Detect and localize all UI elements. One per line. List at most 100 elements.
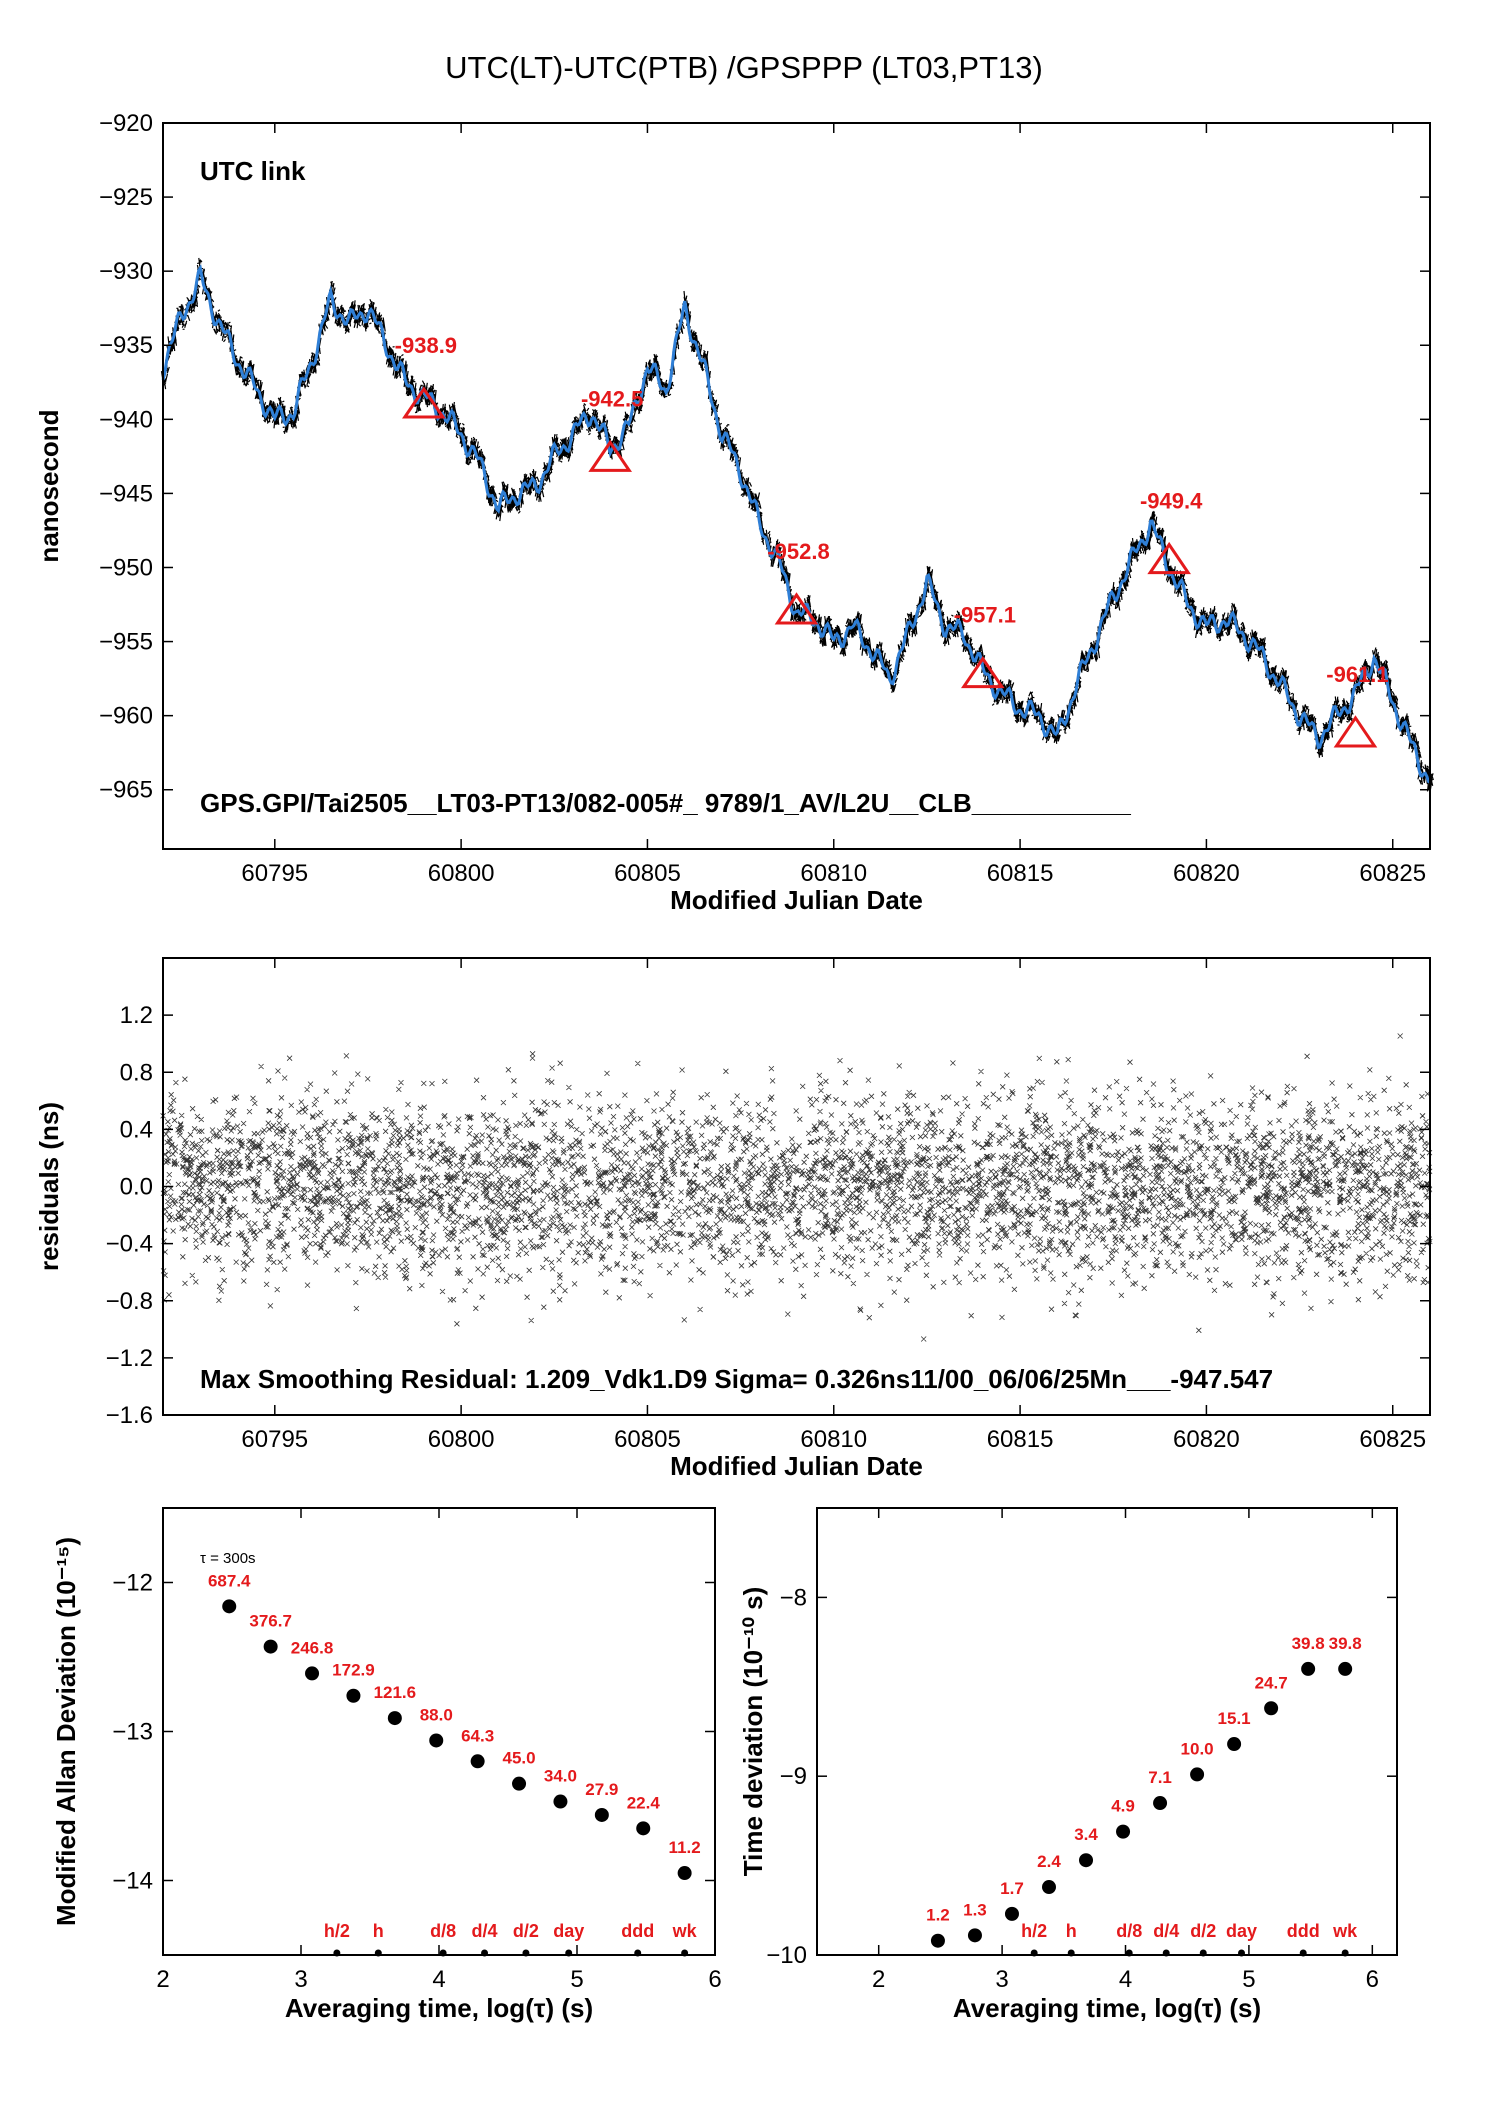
x-tick-label: 60795 xyxy=(241,1426,308,1453)
deviation-point xyxy=(677,1866,692,1881)
y-axis-label: residuals (ns) xyxy=(34,1102,64,1271)
y-tick-label: −9 xyxy=(780,1763,807,1790)
reference-label: d/8 xyxy=(430,1921,456,1941)
reference-tick-dot xyxy=(1238,1949,1246,1957)
point-label: 39.8 xyxy=(1292,1634,1325,1653)
y-tick-label: −950 xyxy=(99,554,153,581)
deviation-point xyxy=(1301,1661,1316,1676)
reference-tick-dot xyxy=(681,1949,689,1957)
reference-label: d/8 xyxy=(1116,1921,1142,1941)
point-label: 34.0 xyxy=(544,1767,577,1786)
x-tick-label: 60795 xyxy=(241,860,308,887)
x-tick-label: 60825 xyxy=(1359,1426,1426,1453)
x-axis-label: Modified Julian Date xyxy=(670,1451,923,1481)
y-tick-label: 0.8 xyxy=(120,1059,153,1086)
x-tick-label: 60800 xyxy=(428,1426,495,1453)
x-tick-label: 4 xyxy=(1119,1966,1132,1993)
point-label: 1.3 xyxy=(963,1900,987,1919)
point-label: 64.3 xyxy=(461,1726,494,1745)
reference-tick-dot xyxy=(522,1949,530,1957)
y-axis-label: Time deviation (10⁻¹⁰ s) xyxy=(738,1587,768,1877)
deviation-point xyxy=(930,1933,945,1948)
reference-tick-dot xyxy=(1030,1949,1038,1957)
reference-tick-dot xyxy=(1299,1949,1307,1957)
point-label: 1.2 xyxy=(926,1906,950,1925)
y-tick-label: 1.2 xyxy=(120,1002,153,1029)
point-label: 45.0 xyxy=(502,1749,535,1768)
marker-label: -942.5 xyxy=(581,386,643,411)
deviation-point xyxy=(1190,1767,1205,1782)
x-tick-label: 60810 xyxy=(800,1426,867,1453)
reference-label: d/4 xyxy=(472,1921,498,1941)
x-tick-label: 60815 xyxy=(987,860,1054,887)
point-label: 246.8 xyxy=(291,1638,334,1657)
raw-measurements xyxy=(160,257,1434,792)
y-tick-label: −0.8 xyxy=(106,1288,153,1315)
x-tick-label: 3 xyxy=(995,1966,1008,1993)
reference-label: wk xyxy=(1332,1921,1358,1941)
reference-label: h xyxy=(373,1921,384,1941)
point-label: 10.0 xyxy=(1181,1739,1214,1758)
reference-tick-dot xyxy=(565,1949,573,1957)
point-label: 27.9 xyxy=(585,1780,618,1799)
deviation-point xyxy=(1338,1661,1353,1676)
x-tick-label: 5 xyxy=(1242,1966,1255,1993)
deviation-point xyxy=(263,1639,278,1654)
deviation-point xyxy=(346,1688,361,1703)
y-tick-label: −14 xyxy=(112,1868,153,1895)
point-label: 687.4 xyxy=(208,1571,251,1590)
reference-tick-dot xyxy=(333,1949,341,1957)
x-tick-label: 60820 xyxy=(1173,860,1240,887)
reference-tick-dot xyxy=(1199,1949,1207,1957)
reference-tick-dot xyxy=(1341,1949,1349,1957)
point-label: 24.7 xyxy=(1255,1673,1288,1692)
marker-label: -961.1 xyxy=(1326,662,1388,687)
reference-tick-dot xyxy=(481,1949,489,1957)
deviation-point xyxy=(1153,1796,1168,1811)
marker-triangle xyxy=(588,439,633,472)
x-tick-label: 6 xyxy=(708,1966,721,1993)
deviation-point xyxy=(594,1807,609,1822)
deviation-point xyxy=(553,1794,568,1809)
marker-triangle xyxy=(960,656,1005,689)
deviation-point xyxy=(512,1776,527,1791)
reference-label: h/2 xyxy=(324,1921,350,1941)
x-tick-label: 60805 xyxy=(614,860,681,887)
y-tick-label: −10 xyxy=(766,1942,807,1969)
reference-label: day xyxy=(553,1921,584,1941)
deviation-point xyxy=(967,1928,982,1943)
point-label: 1.7 xyxy=(1000,1879,1024,1898)
y-tick-label: −960 xyxy=(99,703,153,730)
panel-modified-allan-deviation: 2 3 4 5 6 −12 −13 −14 687.4 376.7 246.8 172.9 121.68… xyxy=(51,1507,722,2023)
reference-label: d/2 xyxy=(1190,1921,1216,1941)
deviation-point xyxy=(470,1754,485,1769)
x-tick-label: 6 xyxy=(1366,1966,1379,1993)
deviation-point xyxy=(1042,1880,1056,1895)
y-tick-label: −925 xyxy=(99,184,153,211)
smoothed-series-line xyxy=(161,264,1431,784)
reference-tick-dot xyxy=(634,1949,642,1957)
point-label: 39.8 xyxy=(1329,1634,1362,1653)
x-tick-label: 60815 xyxy=(987,1426,1054,1453)
y-tick-label: −12 xyxy=(112,1570,153,1597)
y-tick-label: −940 xyxy=(99,406,153,433)
x-tick-label: 60805 xyxy=(614,1426,681,1453)
y-tick-label: −920 xyxy=(99,110,153,137)
x-tick-label: 4 xyxy=(432,1966,445,1993)
marker-label: -957.1 xyxy=(954,603,1016,628)
reference-label: ddd xyxy=(1287,1921,1320,1941)
y-tick-label: −935 xyxy=(99,332,153,359)
plot-frame xyxy=(816,1507,1398,1956)
reference-label: wk xyxy=(672,1921,698,1941)
reference-label: d/4 xyxy=(1153,1921,1179,1941)
x-tick-label: 5 xyxy=(570,1966,583,1993)
y-tick-label: −945 xyxy=(99,480,153,507)
x-tick-label: 60800 xyxy=(428,860,495,887)
y-tick-label: −1.6 xyxy=(106,1402,153,1429)
point-label: 3.4 xyxy=(1074,1825,1098,1844)
plot-frame xyxy=(162,122,1431,850)
y-tick-label: −1.2 xyxy=(106,1345,153,1372)
deviation-point xyxy=(1004,1906,1019,1921)
panel-time-deviation: 2 3 4 5 6 −8 −9 −10 1.2 1.3 1.7 2.4 3.4 4.9 7.1 10.015.… xyxy=(738,1507,1398,2023)
